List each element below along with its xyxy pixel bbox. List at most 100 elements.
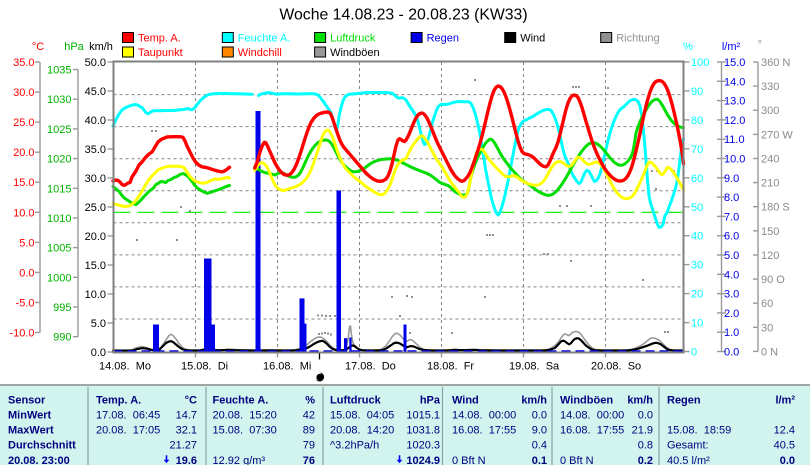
svg-text:l/m²: l/m² — [775, 395, 795, 407]
svg-text:30: 30 — [691, 260, 703, 272]
svg-text:50.0: 50.0 — [85, 57, 106, 69]
svg-text:1030: 1030 — [47, 94, 71, 106]
svg-text:1031.8: 1031.8 — [406, 425, 440, 437]
svg-text:40.5: 40.5 — [774, 440, 795, 452]
svg-text:42: 42 — [303, 410, 315, 422]
svg-text:16.08. 17:55: 16.08. 17:55 — [452, 425, 516, 437]
svg-text:12.0: 12.0 — [724, 115, 745, 127]
svg-text:20: 20 — [691, 289, 703, 301]
svg-text:0: 0 — [691, 347, 697, 359]
svg-text:1015.1: 1015.1 — [406, 410, 440, 422]
svg-text:5.0: 5.0 — [19, 237, 34, 249]
svg-text:Regen: Regen — [427, 33, 459, 45]
svg-text:4.0: 4.0 — [724, 269, 739, 281]
svg-text:Windböen: Windböen — [330, 47, 380, 59]
svg-text:120: 120 — [761, 250, 779, 262]
svg-text:40: 40 — [691, 231, 703, 243]
svg-text:80: 80 — [691, 115, 703, 127]
svg-text:1005: 1005 — [47, 243, 71, 255]
svg-text:6.0: 6.0 — [724, 231, 739, 243]
svg-text:35.0: 35.0 — [85, 144, 106, 156]
svg-text:5.0: 5.0 — [724, 250, 739, 262]
svg-text:1035: 1035 — [47, 65, 71, 77]
svg-text:20.08. 23:00: 20.08. 23:00 — [8, 455, 70, 465]
svg-text:990: 990 — [53, 332, 71, 344]
svg-text:21.9: 21.9 — [632, 425, 653, 437]
svg-text:5.0: 5.0 — [91, 318, 106, 330]
svg-text:-5.0: -5.0 — [16, 298, 35, 310]
svg-text:1015: 1015 — [47, 183, 71, 195]
svg-text:Temp. A.: Temp. A. — [96, 395, 141, 407]
svg-text:20.08. 14:20: 20.08. 14:20 — [330, 425, 394, 437]
svg-text:14.08. 00:00: 14.08. 00:00 — [560, 410, 624, 422]
svg-text:16.08. 17:55: 16.08. 17:55 — [560, 425, 624, 437]
svg-text:240: 240 — [761, 154, 779, 166]
svg-text:360 N: 360 N — [761, 57, 790, 69]
svg-text:30: 30 — [761, 322, 773, 334]
svg-text:150: 150 — [761, 226, 779, 238]
svg-text:3.0: 3.0 — [724, 289, 739, 301]
svg-text:11.0: 11.0 — [724, 134, 745, 146]
svg-text:17.08. Do: 17.08. Do — [345, 361, 396, 373]
svg-text:0.0: 0.0 — [532, 410, 547, 422]
svg-text:40.0: 40.0 — [85, 115, 106, 127]
svg-text:2.0: 2.0 — [724, 308, 739, 320]
svg-text:79: 79 — [303, 440, 315, 452]
svg-text:32.1: 32.1 — [176, 425, 197, 437]
svg-text:300: 300 — [761, 105, 779, 117]
svg-text:Luftdruck: Luftdruck — [330, 395, 382, 407]
svg-text:0 Bft N: 0 Bft N — [560, 455, 594, 465]
svg-text:0.0: 0.0 — [724, 347, 739, 359]
svg-text:15.0: 15.0 — [724, 57, 745, 69]
svg-text:10: 10 — [691, 318, 703, 330]
svg-text:Woche 14.08.23 - 20.08.23 (KW3: Woche 14.08.23 - 20.08.23 (KW33) — [279, 7, 527, 24]
svg-text:60: 60 — [691, 173, 703, 185]
svg-text:Temp. A.: Temp. A. — [138, 33, 181, 45]
svg-text:Luftdruck: Luftdruck — [330, 33, 376, 45]
svg-text:210: 210 — [761, 178, 779, 190]
svg-text:Regen: Regen — [667, 395, 701, 407]
svg-text:19.6: 19.6 — [176, 455, 197, 465]
svg-text:12.4: 12.4 — [774, 425, 795, 437]
svg-text:20.0: 20.0 — [85, 231, 106, 243]
svg-text:0 N: 0 N — [761, 346, 778, 358]
svg-text:14.0: 14.0 — [724, 76, 745, 88]
svg-text:0.0: 0.0 — [19, 267, 34, 279]
svg-text:Wind: Wind — [520, 33, 545, 45]
svg-text:20.08. 15:20: 20.08. 15:20 — [213, 410, 277, 422]
svg-text:Wind: Wind — [452, 395, 479, 407]
svg-text:0.8: 0.8 — [638, 440, 653, 452]
svg-text:40.5 l/m²: 40.5 l/m² — [667, 455, 710, 465]
svg-text:1010: 1010 — [47, 213, 71, 225]
svg-text:Sensor: Sensor — [8, 395, 46, 407]
svg-text:15.0: 15.0 — [13, 177, 34, 189]
svg-text:100: 100 — [691, 57, 709, 69]
svg-text:km/h: km/h — [89, 41, 113, 53]
svg-text:hPa: hPa — [420, 395, 441, 407]
svg-text:0.4: 0.4 — [532, 440, 547, 452]
svg-text:14.08. Mo: 14.08. Mo — [99, 361, 151, 373]
svg-text:14.7: 14.7 — [176, 410, 197, 422]
svg-text:19.08. Sa: 19.08. Sa — [509, 361, 560, 373]
svg-text:20.08. 17:05: 20.08. 17:05 — [96, 425, 160, 437]
svg-text:60: 60 — [761, 298, 773, 310]
svg-text:Windchill: Windchill — [238, 47, 282, 59]
svg-text:89: 89 — [303, 425, 315, 437]
svg-text:1.0: 1.0 — [724, 327, 739, 339]
svg-text:MinWert: MinWert — [8, 410, 52, 422]
svg-text:90 O: 90 O — [761, 274, 785, 286]
svg-text:10.0: 10.0 — [13, 207, 34, 219]
svg-text:270 W: 270 W — [761, 129, 793, 141]
svg-text:1000: 1000 — [47, 272, 71, 284]
svg-text:45.0: 45.0 — [85, 86, 106, 98]
svg-text:90: 90 — [691, 86, 703, 98]
svg-text:25.0: 25.0 — [13, 117, 34, 129]
svg-text:7.0: 7.0 — [724, 211, 739, 223]
svg-text:%: % — [683, 41, 693, 53]
svg-text:0.0: 0.0 — [780, 455, 795, 465]
svg-text:0.2: 0.2 — [638, 455, 653, 465]
svg-text:20.08. So: 20.08. So — [591, 361, 641, 373]
svg-text:1020: 1020 — [47, 154, 71, 166]
svg-text:1025: 1025 — [47, 124, 71, 136]
svg-text:^3.2hPa/h: ^3.2hPa/h — [330, 440, 379, 452]
